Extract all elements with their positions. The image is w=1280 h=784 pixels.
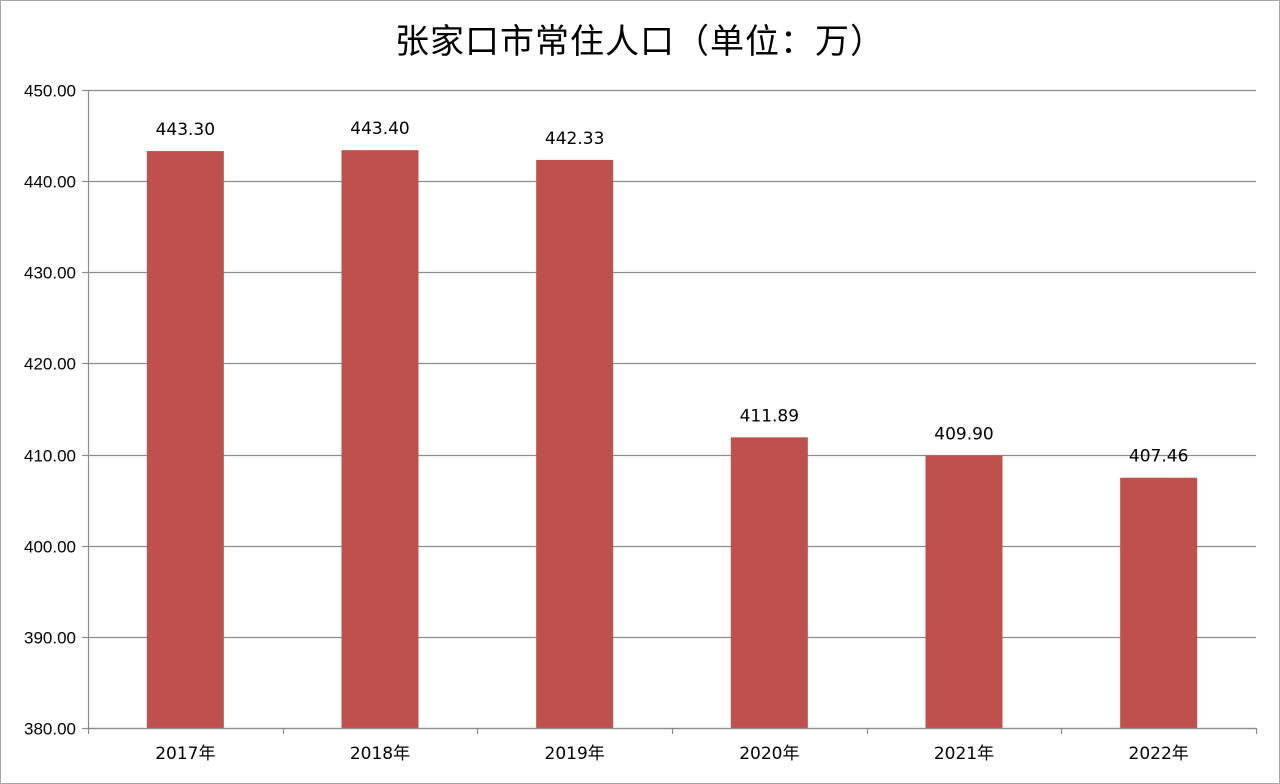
y-tick-label: 420.00 <box>24 355 76 374</box>
data-label: 443.40 <box>350 119 409 139</box>
y-tick-label: 430.00 <box>24 264 76 283</box>
data-label: 409.90 <box>934 424 993 444</box>
chart-title: 张家口市常住人口（单位：万） <box>395 22 885 62</box>
y-tick-label: 390.00 <box>24 629 76 648</box>
x-tick-label: 2018年 <box>350 744 410 764</box>
x-tick-label: 2022年 <box>1129 744 1189 764</box>
bar <box>341 150 419 728</box>
gridlines <box>88 89 1256 730</box>
y-tick-label: 410.00 <box>24 447 76 466</box>
y-tick-label: 450.00 <box>24 82 76 101</box>
y-tick-label: 400.00 <box>24 538 76 557</box>
data-label: 407.46 <box>1129 447 1188 467</box>
axes <box>82 89 1258 734</box>
x-tick-label: 2019年 <box>545 744 605 764</box>
labels: 380.00 390.00 400.00 410.00 420.00 430.00 440.… <box>24 82 1189 765</box>
bar <box>730 437 808 728</box>
x-tick-label: 2021年 <box>934 744 994 764</box>
x-tick-label: 2020年 <box>739 744 799 764</box>
data-label: 442.33 <box>545 129 604 149</box>
bar <box>1120 477 1198 728</box>
bar <box>925 455 1003 728</box>
y-tick-label: 380.00 <box>24 720 76 739</box>
data-label: 411.89 <box>740 406 799 426</box>
bar <box>146 151 224 728</box>
bar <box>536 159 614 729</box>
x-tick-label: 2017年 <box>155 744 215 764</box>
y-tick-label: 440.00 <box>24 173 76 192</box>
bars <box>146 150 1198 729</box>
data-label: 443.30 <box>156 120 215 140</box>
